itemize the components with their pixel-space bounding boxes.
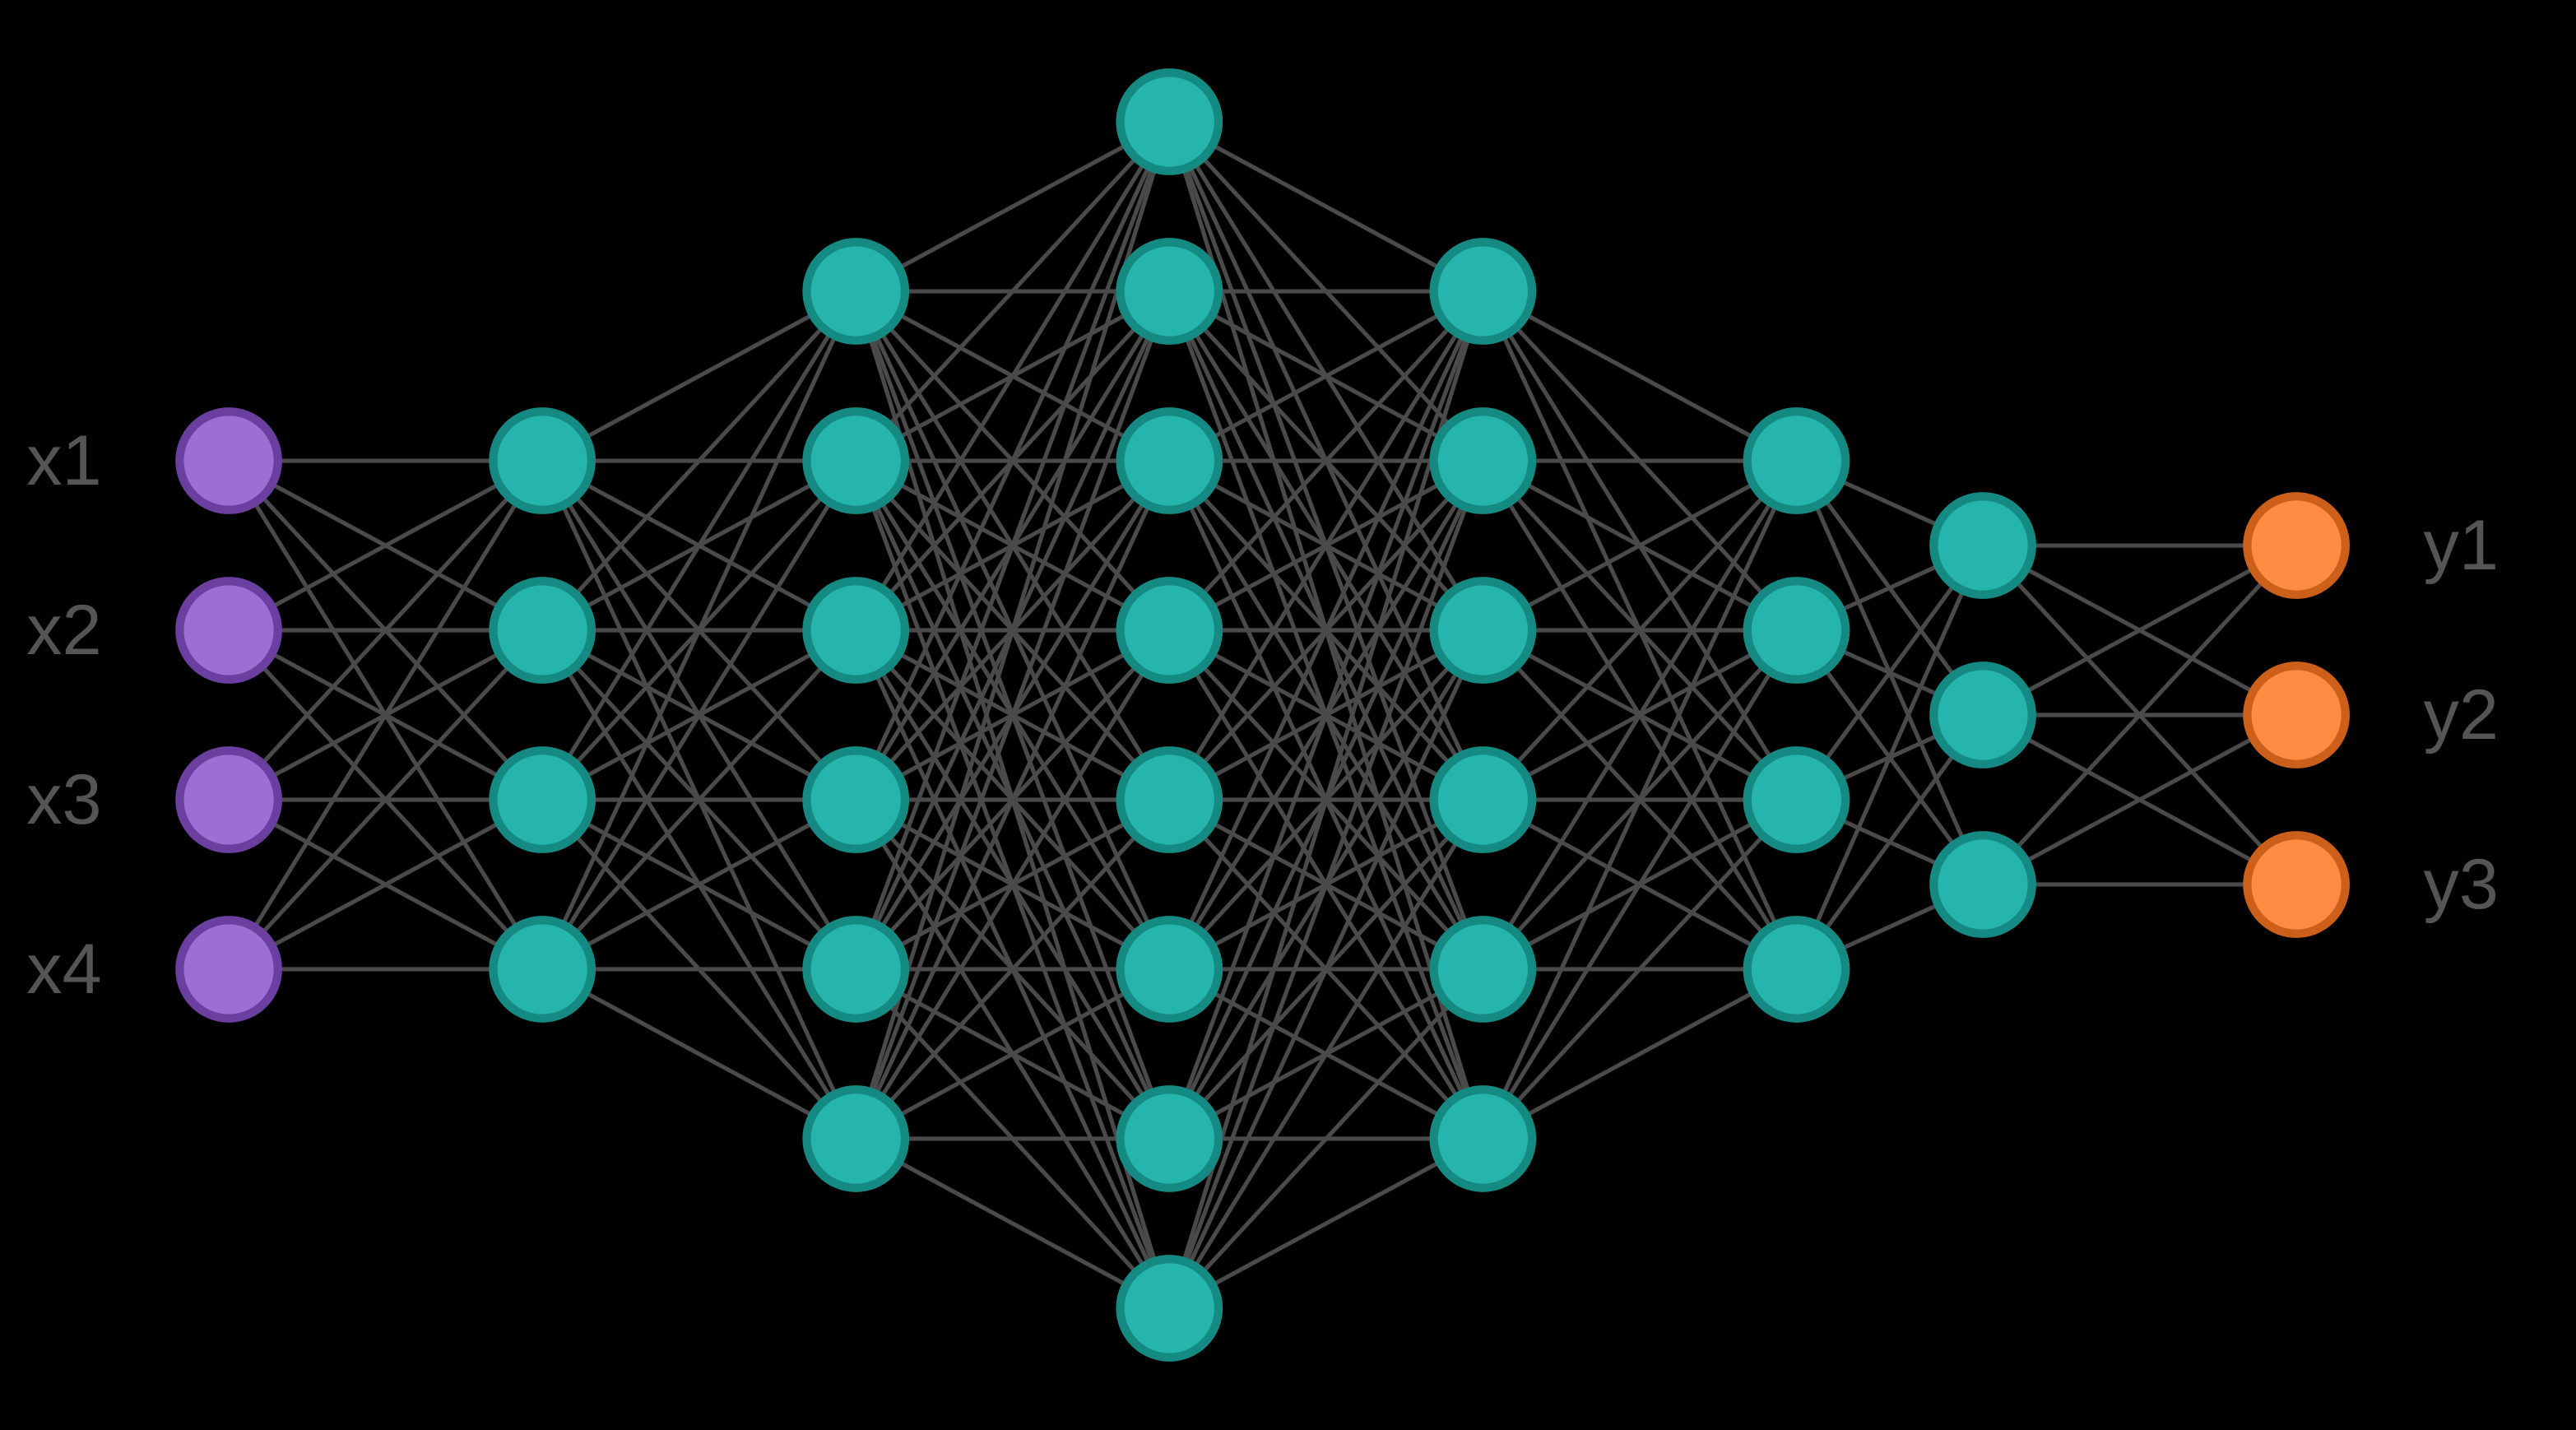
h3-node [1121,411,1218,509]
h1-node [493,411,591,509]
edge [856,1139,1169,1308]
h4-node [1434,920,1532,1018]
edge [856,122,1169,969]
input-node [179,920,277,1018]
edge [1169,1139,1483,1308]
h4-node [1434,1089,1532,1187]
input-label: x3 [26,760,101,839]
h2-node [806,920,904,1018]
h4-node [1434,581,1532,679]
output-label: y1 [2424,506,2499,585]
edge [542,291,856,800]
edge [542,291,856,461]
h3-node [1121,72,1218,170]
h2-node [806,750,904,848]
h2-node [806,411,904,509]
h5-node [1748,581,1845,679]
h2-node [806,581,904,679]
h3-node [1121,1089,1218,1187]
output-node [2247,496,2345,594]
nodes-group [179,72,2346,1357]
input-node [179,750,277,848]
edge [1483,630,1796,1139]
edge [1169,122,1483,291]
edge [856,122,1169,630]
h6-node [1933,835,2031,933]
edge [856,122,1169,291]
input-label: x2 [26,591,101,670]
h3-node [1121,750,1218,848]
h2-node [806,242,904,340]
h6-node [1933,666,2031,764]
h6-node [1933,496,2031,594]
output-node [2247,666,2345,764]
h5-node [1748,750,1845,848]
h5-node [1748,411,1845,509]
output-node [2247,835,2345,933]
h3-node [1121,581,1218,679]
h1-node [493,920,591,1018]
input-label: x1 [26,421,101,500]
h1-node [493,581,591,679]
h1-node [493,750,591,848]
input-node [179,581,277,679]
h3-node [1121,242,1218,340]
output-label: y3 [2424,845,2499,924]
edge [1169,461,1483,1308]
h3-node [1121,920,1218,1018]
edge [542,969,856,1139]
edge [1483,291,1796,461]
neural-network-diagram: x1 x2 x3 x4 y1 y2 y3 [0,0,2576,1430]
input-node [179,411,277,509]
output-label: y2 [2424,676,2499,754]
h4-node [1434,242,1532,340]
h5-node [1748,920,1845,1018]
h4-node [1434,750,1532,848]
h2-node [806,1089,904,1187]
edge [1169,800,1483,1308]
input-label: x4 [26,930,101,1009]
h4-node [1434,411,1532,509]
h3-node [1121,1259,1218,1357]
edge [1483,969,1796,1139]
